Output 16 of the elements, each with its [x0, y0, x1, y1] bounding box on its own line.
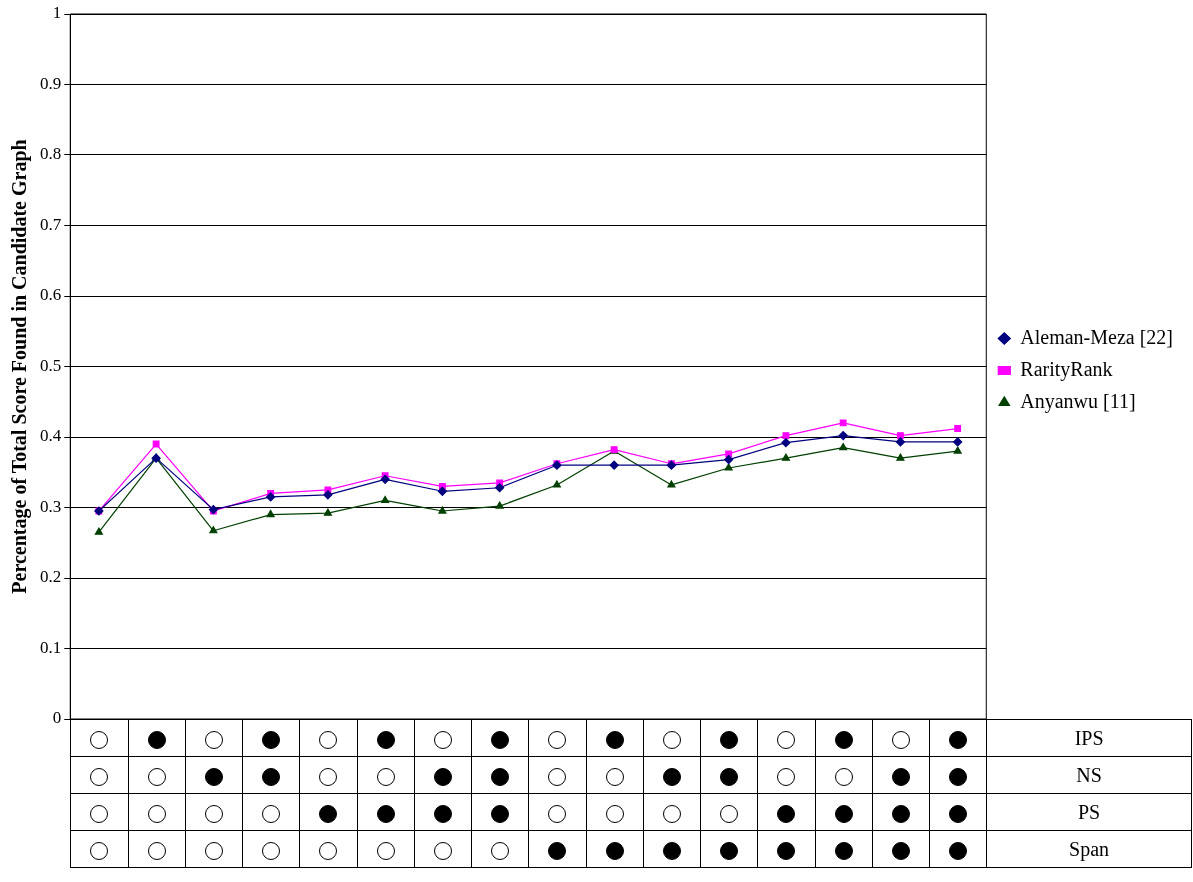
y-tick-label: 0.4 — [40, 426, 62, 446]
y-tick-label: 0.8 — [40, 144, 62, 164]
y-tick-label: 0.7 — [40, 214, 62, 234]
configuration-table: IPS NS PS Span — [70, 719, 1192, 868]
y-tick-label: 1 — [52, 3, 62, 23]
legend-label: Aleman-Meza [22] — [1020, 325, 1174, 348]
y-tick-label: 0.1 — [40, 637, 62, 657]
y-tick-label: 0 — [52, 708, 62, 728]
y-tick-label: 0.2 — [40, 567, 62, 587]
y-tick-label: 0.9 — [40, 73, 62, 93]
y-tick-label: 0.5 — [40, 355, 62, 375]
legend-label: Anyanwu [11] — [1020, 389, 1136, 413]
y-tick-label: 0.6 — [40, 285, 62, 305]
y-tick-label: 0.3 — [40, 496, 62, 516]
legend-label: RarityRank — [1020, 357, 1113, 381]
y-axis-title: Percentage of Total Score Found in Candidate Graph — [8, 139, 32, 594]
